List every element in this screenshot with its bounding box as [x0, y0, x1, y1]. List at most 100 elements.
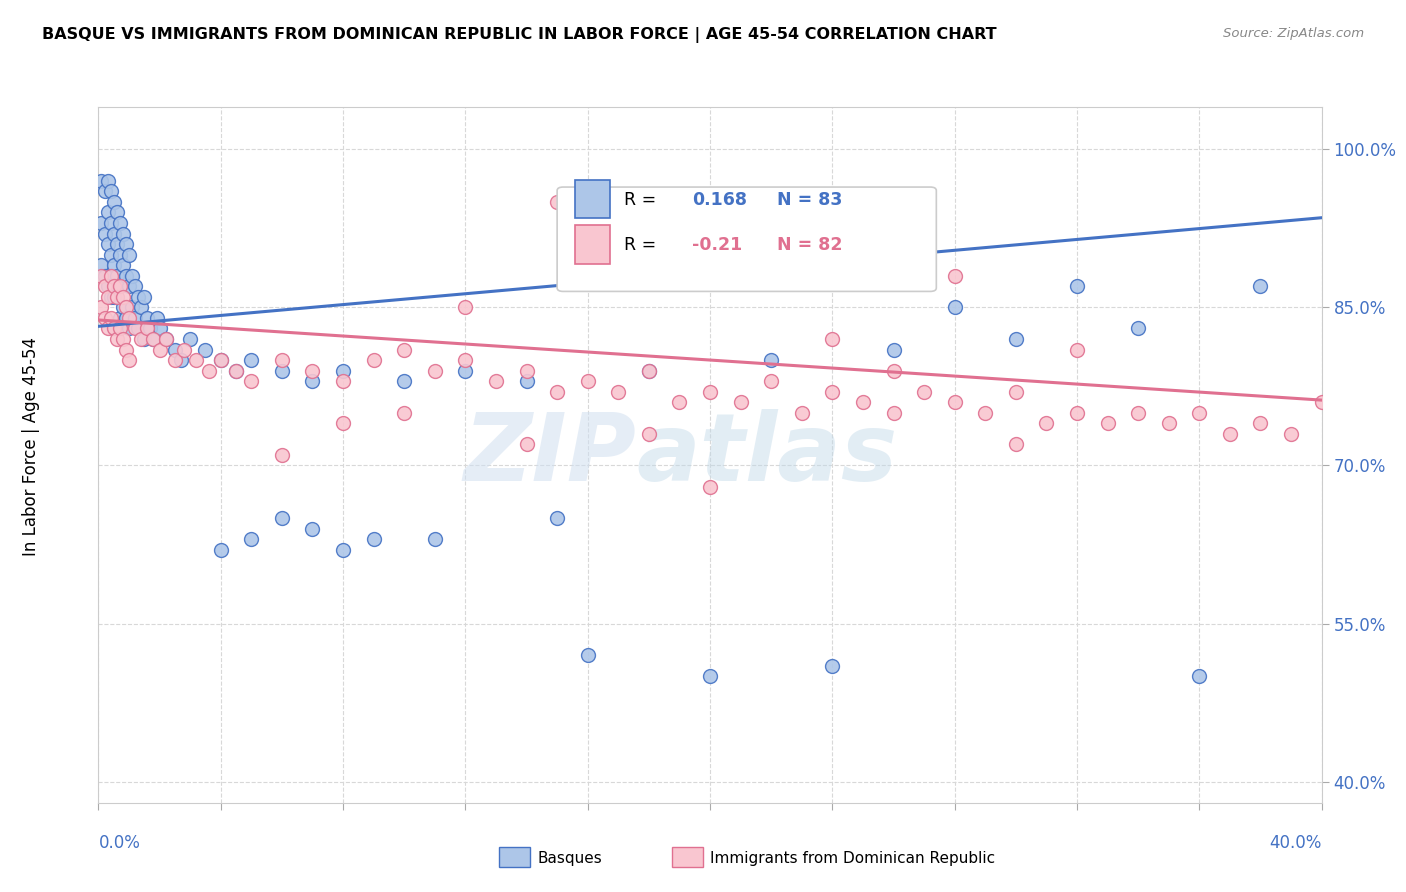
Text: 0.0%: 0.0% [98, 834, 141, 852]
Point [103, 194, 125, 209]
Point [821, 332, 844, 346]
Point [186, 353, 208, 368]
Point [155, 332, 177, 346]
Point [576, 374, 599, 388]
Point [105, 290, 128, 304]
Point [301, 374, 323, 388]
Point [699, 479, 721, 493]
Point [103, 227, 125, 241]
Point [90, 301, 112, 315]
Point [100, 290, 122, 304]
Point [1279, 426, 1302, 441]
Point [759, 353, 782, 368]
Point [392, 406, 416, 420]
Point [134, 332, 156, 346]
Text: 40.0%: 40.0% [1270, 834, 1322, 852]
Point [93, 227, 115, 241]
Text: -0.21: -0.21 [692, 235, 742, 254]
Point [118, 321, 141, 335]
Point [1066, 406, 1088, 420]
Point [142, 332, 165, 346]
Point [485, 374, 508, 388]
Point [105, 205, 128, 219]
Point [115, 237, 138, 252]
Point [363, 533, 385, 547]
Point [1004, 332, 1026, 346]
Point [163, 343, 186, 357]
Point [139, 321, 162, 335]
Point [170, 353, 193, 368]
Point [332, 417, 354, 431]
Point [100, 310, 122, 325]
Point [155, 332, 177, 346]
Text: atlas: atlas [637, 409, 898, 501]
Point [90, 174, 112, 188]
Point [179, 332, 201, 346]
Point [974, 406, 997, 420]
Point [240, 374, 263, 388]
Point [90, 268, 112, 283]
Point [121, 301, 143, 315]
Point [1157, 417, 1180, 431]
Point [100, 268, 122, 283]
Point [546, 384, 568, 399]
Text: Source: ZipAtlas.com: Source: ZipAtlas.com [1223, 27, 1364, 40]
Bar [575, 226, 610, 263]
Point [332, 363, 354, 377]
Point [209, 353, 232, 368]
Point [108, 321, 131, 335]
Point [103, 258, 125, 272]
Point [392, 374, 416, 388]
Point [111, 290, 134, 304]
Point [1128, 406, 1150, 420]
Point [1035, 417, 1057, 431]
Point [115, 343, 138, 357]
Point [105, 268, 128, 283]
Point [576, 648, 599, 663]
Point [516, 437, 538, 451]
Text: ZIP: ZIP [464, 409, 637, 501]
Text: 0.168: 0.168 [692, 191, 747, 209]
Point [118, 247, 141, 261]
Point [142, 332, 165, 346]
Point [637, 363, 661, 377]
Point [111, 258, 134, 272]
Point [118, 279, 141, 293]
Point [363, 353, 385, 368]
Point [108, 310, 131, 325]
Point [883, 343, 905, 357]
Point [1219, 426, 1241, 441]
Point [124, 321, 146, 335]
Point [668, 395, 690, 409]
Point [209, 542, 232, 557]
Point [149, 321, 172, 335]
Point [730, 395, 752, 409]
Point [1066, 343, 1088, 357]
FancyBboxPatch shape [557, 187, 936, 292]
Point [1004, 437, 1026, 451]
Point [100, 185, 122, 199]
Point [93, 185, 115, 199]
Point [1004, 384, 1026, 399]
Point [93, 268, 115, 283]
Point [883, 406, 905, 420]
Text: N = 82: N = 82 [778, 235, 842, 254]
Point [121, 268, 143, 283]
Point [943, 268, 966, 283]
Point [118, 310, 141, 325]
Point [423, 363, 446, 377]
Bar [575, 180, 610, 219]
Point [103, 290, 125, 304]
Text: R =: R = [624, 191, 662, 209]
Point [100, 216, 122, 230]
Point [115, 301, 138, 315]
Point [93, 310, 115, 325]
Point [129, 301, 152, 315]
Point [97, 279, 120, 293]
Point [225, 363, 247, 377]
Point [270, 363, 292, 377]
Point [149, 343, 172, 357]
Point [124, 279, 146, 293]
Text: N = 83: N = 83 [778, 191, 842, 209]
Point [607, 384, 630, 399]
